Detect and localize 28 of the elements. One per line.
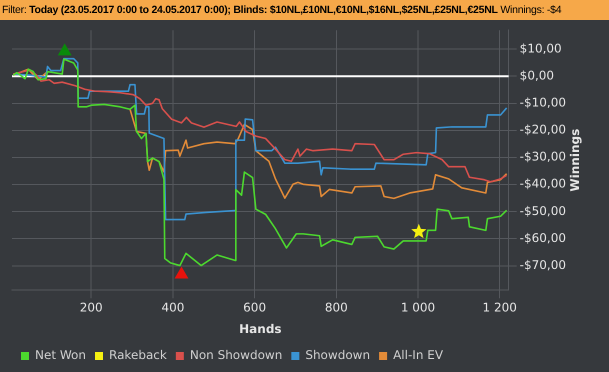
chart-title: Today (23.05.2017 0:00 to 24.05.2017 0:00); Blinds: $10NL,£10NL,€10NL,$16NL,$25NL,£25NL,€25NL [29, 4, 498, 16]
point [174, 266, 188, 278]
y-tick-label: -$50,00 [520, 204, 566, 218]
y-tick-label: -$10,00 [520, 95, 566, 110]
y-tick-label: -$60,00 [520, 230, 566, 245]
x-tick-label: 200 [80, 300, 103, 315]
y-tick-label: -$70,00 [520, 258, 566, 272]
legend-label: Showdown [305, 348, 370, 362]
x-tick-label: 800 [324, 300, 348, 315]
legend-label: Non Showdown [190, 348, 282, 362]
y-tick-label: $10,00 [520, 41, 562, 56]
x-tick-label: 1 200 [482, 300, 517, 315]
text: Filter: [2, 4, 26, 16]
y-tick-label: -$30,00 [520, 150, 566, 164]
text: Winnings: -$4 [500, 4, 562, 16]
legend-label: All-In EV [393, 348, 444, 362]
x-tick-label: 400 [161, 300, 184, 315]
point [411, 224, 426, 238]
y-tick-label: $0,00 [520, 68, 554, 82]
point [58, 44, 72, 56]
legend-label: Rakeback [108, 348, 167, 362]
x-tick-label: 1 000 [400, 300, 436, 315]
y-axis-title: Winnings [568, 128, 582, 192]
legend-label: Net Won [35, 348, 86, 362]
x-tick-label: 600 [243, 300, 266, 315]
y-tick-label: -$20,00 [520, 122, 566, 137]
x-axis-title: Hands [239, 322, 282, 336]
y-tick-label: -$40,00 [520, 176, 566, 191]
